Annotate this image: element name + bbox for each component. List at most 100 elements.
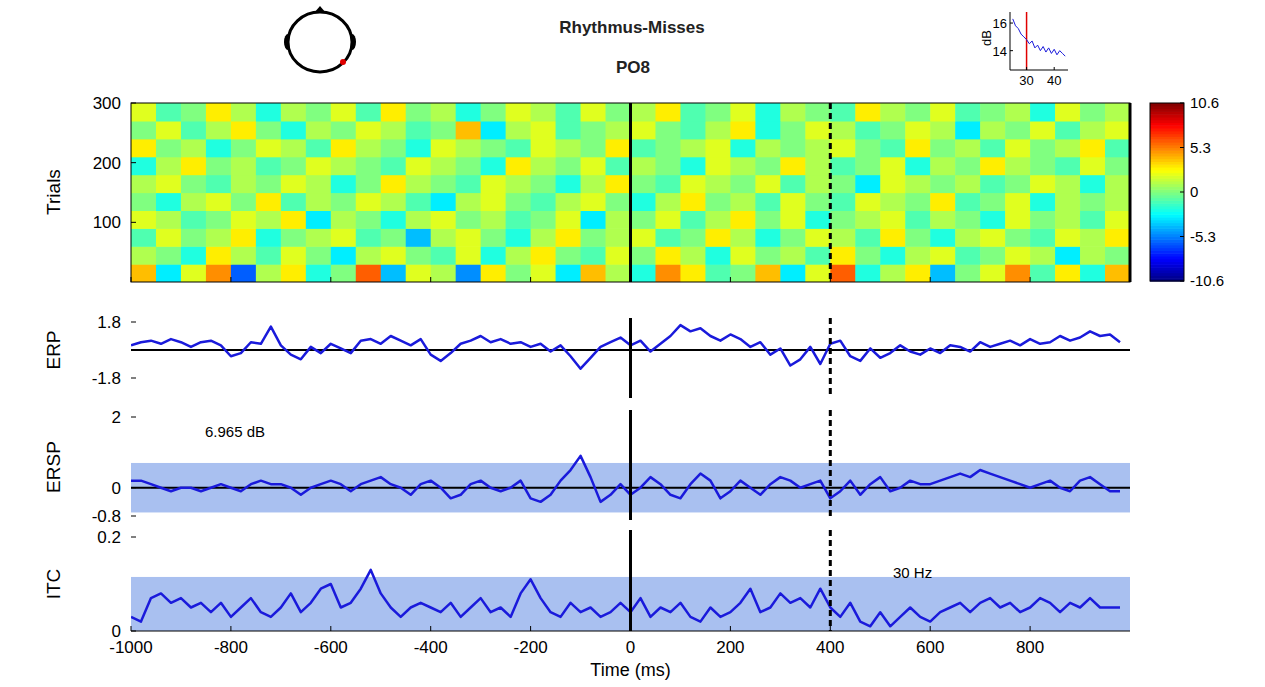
heat-cell [306,228,332,247]
heat-cell [156,246,182,265]
y-axis-label: ERP [43,330,64,369]
heat-cell [556,121,582,139]
heat-cell [631,157,657,176]
heat-cell [406,139,432,158]
heat-cell [431,246,457,265]
heat-cell [1030,264,1056,282]
heat-cell [705,210,731,229]
heat-cell [880,228,906,247]
heat-cell [680,228,706,247]
heat-cell [680,121,706,139]
heat-cell [1105,139,1130,158]
heat-cell [556,228,582,247]
heat-cell [905,193,931,212]
heat-cell [406,103,432,122]
heat-cell [206,139,232,158]
heat-cell [606,175,632,194]
heat-cell [930,210,956,229]
heat-cell [231,157,257,176]
heat-cell [830,246,856,265]
heat-cell [655,121,681,139]
event-line [629,103,632,282]
heat-cell [631,193,657,212]
heat-cell [880,246,906,265]
y-tick-label: 16 [993,16,1007,31]
heat-cell [930,228,956,247]
heat-cell [905,139,931,158]
heat-cell [131,246,157,265]
heat-cell [980,210,1006,229]
heat-cell [181,121,207,139]
figure: Rhythmus-MissesPO8100200300Trials10.65.3… [0,0,1265,687]
heat-cell [755,210,781,229]
heat-cell [830,157,856,176]
heat-cell [830,103,856,122]
heat-cell [181,139,207,158]
heat-cell [730,157,756,176]
heat-cell [156,103,182,122]
y-tick [131,487,136,488]
heat-cell [306,264,332,282]
heat-cell [381,175,407,194]
x-axis-label: Time (ms) [590,660,670,680]
heat-cell [456,246,482,265]
series-line [131,570,1120,626]
colorbar-tick [1180,236,1184,237]
title: Rhythmus-Misses [559,18,704,37]
heat-cell [206,210,232,229]
heat-cell [1055,175,1081,194]
heat-cell [256,264,282,282]
heat-cell [805,228,831,247]
heat-cell [356,210,382,229]
heat-cell [705,139,731,158]
heat-cell [1005,264,1031,282]
heat-cell [855,103,881,122]
plot-area [1013,12,1065,70]
heat-cell [880,264,906,282]
heat-cell [406,193,432,212]
heat-cell [930,121,956,139]
heat-cell [805,139,831,158]
heat-cell [281,264,307,282]
heat-cell [1055,121,1081,139]
heat-cell [1030,121,1056,139]
heat-cell [855,175,881,194]
x-tick [730,277,731,282]
heat-cell [331,246,357,265]
heat-cell [855,210,881,229]
heat-cell [780,210,806,229]
heat-cell [131,157,157,176]
heat-cell [1080,193,1106,212]
heat-cell [331,103,357,122]
heat-cell [955,157,981,176]
heat-cell [880,139,906,158]
x-tick [530,277,531,282]
heat-cell [606,210,632,229]
heat-cell [1055,139,1081,158]
heat-cell [980,193,1006,212]
heat-cell [231,210,257,229]
heat-cell [755,157,781,176]
heat-cell [1055,228,1081,247]
heat-cell [955,103,981,122]
heat-cell [930,103,956,122]
heat-cell [581,157,607,176]
heat-cell [1005,157,1031,176]
heat-cell [1105,103,1130,122]
y-tick [131,162,136,163]
heat-cell [356,264,382,282]
heat-cell [181,193,207,212]
heat-cell [256,121,282,139]
heat-cell [506,157,532,176]
x-tick-label: 30 [1019,73,1033,88]
heat-cell [805,264,831,282]
heat-cell [156,139,182,158]
heat-cell [780,121,806,139]
heat-cell [805,193,831,212]
subtitle: PO8 [616,58,650,77]
heat-cell [256,103,282,122]
heat-cell [1055,157,1081,176]
heat-cell [805,121,831,139]
heat-cell [456,264,482,282]
heat-cell [930,193,956,212]
